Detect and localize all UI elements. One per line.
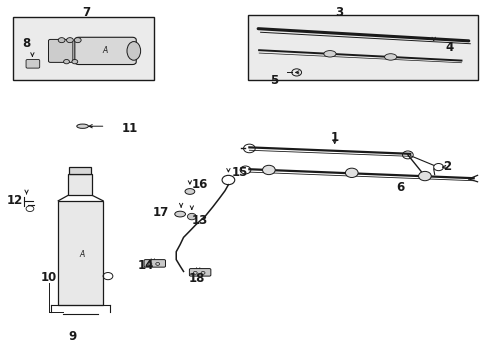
Ellipse shape <box>77 124 88 129</box>
Text: 17: 17 <box>152 207 168 220</box>
Bar <box>69 167 91 174</box>
Text: 3: 3 <box>335 6 343 19</box>
Ellipse shape <box>184 189 194 194</box>
Text: 12: 12 <box>6 194 22 207</box>
Circle shape <box>74 38 81 42</box>
Bar <box>58 201 103 305</box>
Ellipse shape <box>384 54 396 60</box>
Text: 14: 14 <box>138 259 154 272</box>
FancyBboxPatch shape <box>189 269 210 276</box>
Text: 11: 11 <box>122 122 138 135</box>
Bar <box>13 17 154 80</box>
FancyBboxPatch shape <box>26 59 40 68</box>
Text: 8: 8 <box>22 36 30 50</box>
Circle shape <box>72 59 78 64</box>
Bar <box>248 15 477 80</box>
Circle shape <box>66 38 73 42</box>
Circle shape <box>187 213 196 220</box>
Text: 15: 15 <box>231 166 247 179</box>
FancyBboxPatch shape <box>48 40 73 62</box>
Text: A: A <box>102 46 108 55</box>
Ellipse shape <box>127 41 141 60</box>
Text: 9: 9 <box>69 330 77 343</box>
Text: 7: 7 <box>82 6 90 19</box>
Circle shape <box>418 171 430 181</box>
FancyBboxPatch shape <box>144 260 165 267</box>
Circle shape <box>345 168 357 177</box>
Text: 4: 4 <box>444 41 452 54</box>
Text: A: A <box>79 250 84 259</box>
Text: 10: 10 <box>41 271 57 284</box>
FancyBboxPatch shape <box>75 37 136 64</box>
Circle shape <box>262 165 275 175</box>
Text: 16: 16 <box>191 178 207 191</box>
Text: 2: 2 <box>442 160 450 173</box>
Text: 18: 18 <box>188 272 204 285</box>
Circle shape <box>58 38 65 42</box>
Circle shape <box>63 59 69 64</box>
Text: 13: 13 <box>191 214 207 227</box>
Text: 1: 1 <box>330 131 338 144</box>
Ellipse shape <box>323 51 335 57</box>
Text: 6: 6 <box>396 181 404 194</box>
Ellipse shape <box>174 211 185 217</box>
Bar <box>68 174 92 195</box>
Text: 5: 5 <box>269 74 277 87</box>
